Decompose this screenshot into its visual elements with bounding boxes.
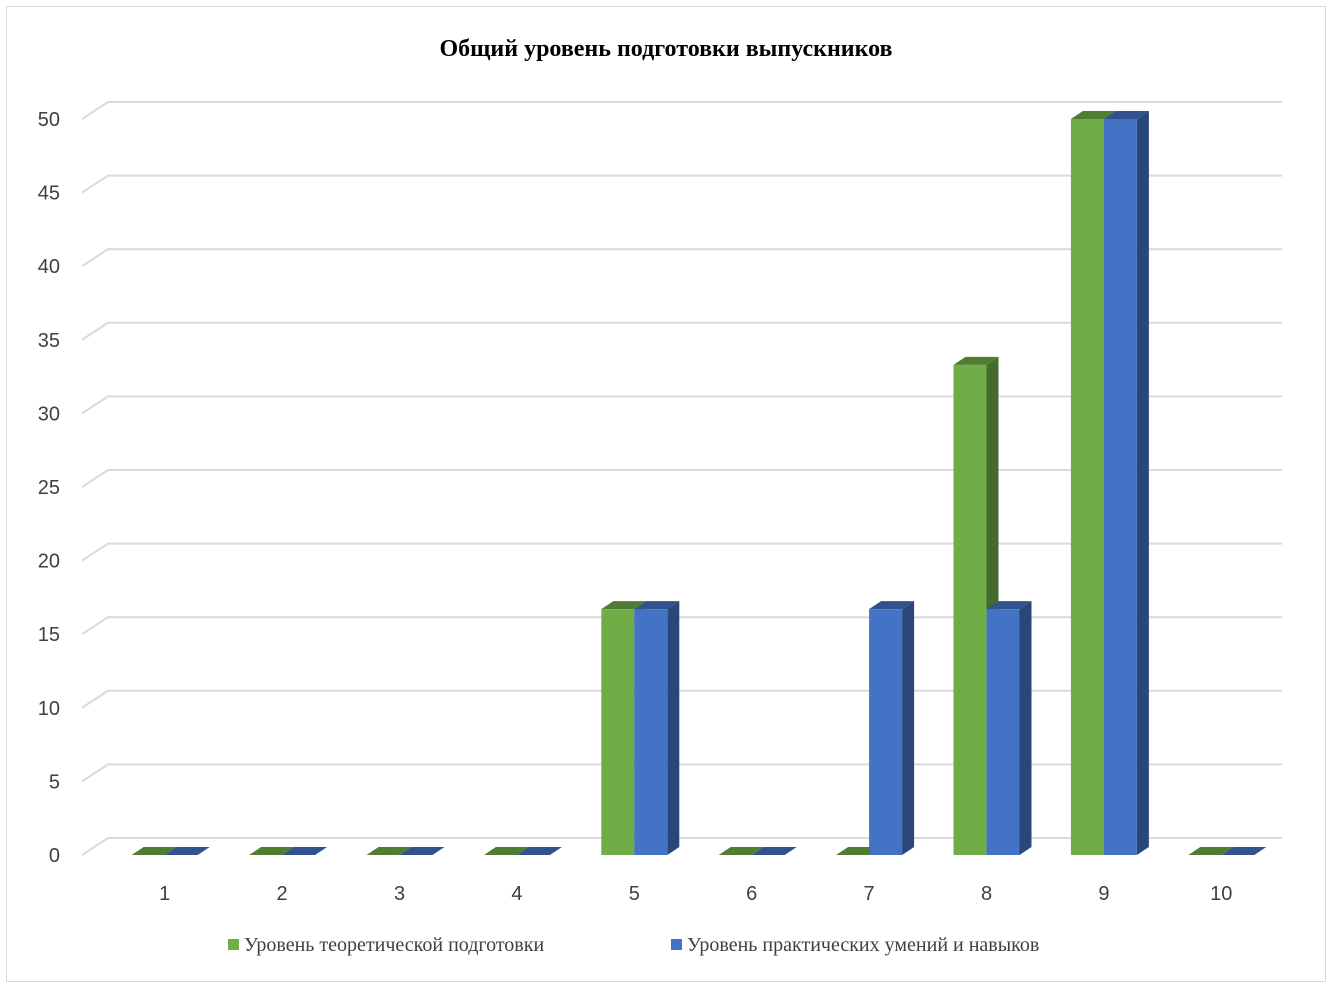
legend: Уровень теоретической подготовки Уровень … bbox=[228, 934, 1039, 956]
bar-top bbox=[516, 847, 562, 855]
bar-side bbox=[1019, 601, 1032, 855]
bar-top bbox=[986, 601, 1032, 610]
bar-top bbox=[131, 847, 177, 855]
y-tick-label: 40 bbox=[38, 256, 60, 278]
gridline bbox=[81, 174, 1282, 194]
bar-top bbox=[282, 847, 328, 855]
x-tick-label: 7 bbox=[864, 883, 875, 905]
x-tick-label: 10 bbox=[1210, 883, 1232, 905]
x-tick-label: 3 bbox=[394, 883, 405, 905]
x-tick-label: 8 bbox=[981, 883, 992, 905]
gridline bbox=[81, 469, 1282, 488]
y-tick-label: 30 bbox=[38, 403, 60, 425]
legend-label: Уровень теоретической подготовки bbox=[244, 934, 544, 956]
gridline bbox=[81, 101, 1282, 120]
bar-front bbox=[634, 609, 668, 855]
y-tick-label: 15 bbox=[38, 624, 60, 646]
gridline bbox=[81, 248, 1282, 268]
bar bbox=[249, 847, 295, 855]
bar-top bbox=[718, 847, 764, 855]
bar bbox=[986, 601, 1032, 855]
bar-front bbox=[1103, 119, 1137, 855]
y-tick-label: 25 bbox=[38, 477, 60, 499]
x-tick-label: 1 bbox=[159, 883, 170, 905]
bar bbox=[718, 847, 764, 855]
bar bbox=[131, 847, 177, 855]
gridline bbox=[81, 542, 1282, 562]
bar bbox=[1103, 111, 1149, 855]
y-tick-label: 20 bbox=[38, 551, 60, 573]
bar-top bbox=[1070, 111, 1116, 119]
x-tick-label: 4 bbox=[511, 883, 522, 905]
bar-top bbox=[249, 847, 295, 855]
bar-top bbox=[366, 847, 412, 855]
bar bbox=[1221, 847, 1267, 855]
x-tick-label: 2 bbox=[277, 883, 288, 905]
x-tick-label: 6 bbox=[746, 883, 757, 905]
bars bbox=[131, 111, 1267, 855]
legend-swatch bbox=[671, 939, 682, 950]
y-tick-label: 50 bbox=[38, 109, 60, 131]
gridline bbox=[81, 395, 1282, 415]
bar-top bbox=[1188, 847, 1234, 855]
legend-swatch bbox=[228, 939, 239, 950]
bar bbox=[399, 847, 445, 855]
y-tick-label: 45 bbox=[38, 183, 60, 205]
bar-top bbox=[483, 847, 529, 855]
x-tick-label: 9 bbox=[1098, 883, 1109, 905]
bar-top bbox=[601, 601, 647, 610]
y-axis-ticks: 0 5 10 15 20 25 30 35 40 45 50 bbox=[38, 109, 60, 867]
bar-side bbox=[1136, 111, 1149, 855]
bar-top bbox=[634, 601, 680, 610]
x-tick-label: 5 bbox=[629, 883, 640, 905]
bar bbox=[634, 601, 680, 855]
bar-top bbox=[869, 601, 915, 610]
y-tick-label: 0 bbox=[49, 845, 60, 867]
bar-top bbox=[399, 847, 445, 855]
bar-top bbox=[1103, 111, 1149, 119]
bar bbox=[751, 847, 797, 855]
x-axis-ticks: 1 2 3 4 5 6 7 8 9 10 bbox=[159, 883, 1232, 905]
bar-front bbox=[953, 364, 987, 855]
bar bbox=[164, 847, 210, 855]
bar-front bbox=[1070, 119, 1104, 855]
chart-title: Общий уровень подготовки выпускников bbox=[439, 36, 892, 62]
bar bbox=[1188, 847, 1234, 855]
y-tick-label: 10 bbox=[38, 698, 60, 720]
bar bbox=[869, 601, 915, 855]
gridline bbox=[81, 321, 1282, 341]
bar-side bbox=[902, 601, 915, 855]
legend-label: Уровень практических умений и навыков bbox=[687, 934, 1039, 956]
bar bbox=[483, 847, 529, 855]
bar bbox=[366, 847, 412, 855]
bar bbox=[282, 847, 328, 855]
bar-top bbox=[164, 847, 210, 855]
bar-top bbox=[1221, 847, 1267, 855]
bar-side bbox=[667, 601, 680, 855]
bar bbox=[516, 847, 562, 855]
bar-front bbox=[986, 609, 1020, 855]
y-tick-label: 35 bbox=[38, 330, 60, 352]
bar-front bbox=[601, 609, 635, 855]
bar-top bbox=[953, 356, 999, 365]
bar-front bbox=[869, 609, 903, 855]
bar-top bbox=[751, 847, 797, 855]
y-tick-label: 5 bbox=[49, 771, 60, 793]
